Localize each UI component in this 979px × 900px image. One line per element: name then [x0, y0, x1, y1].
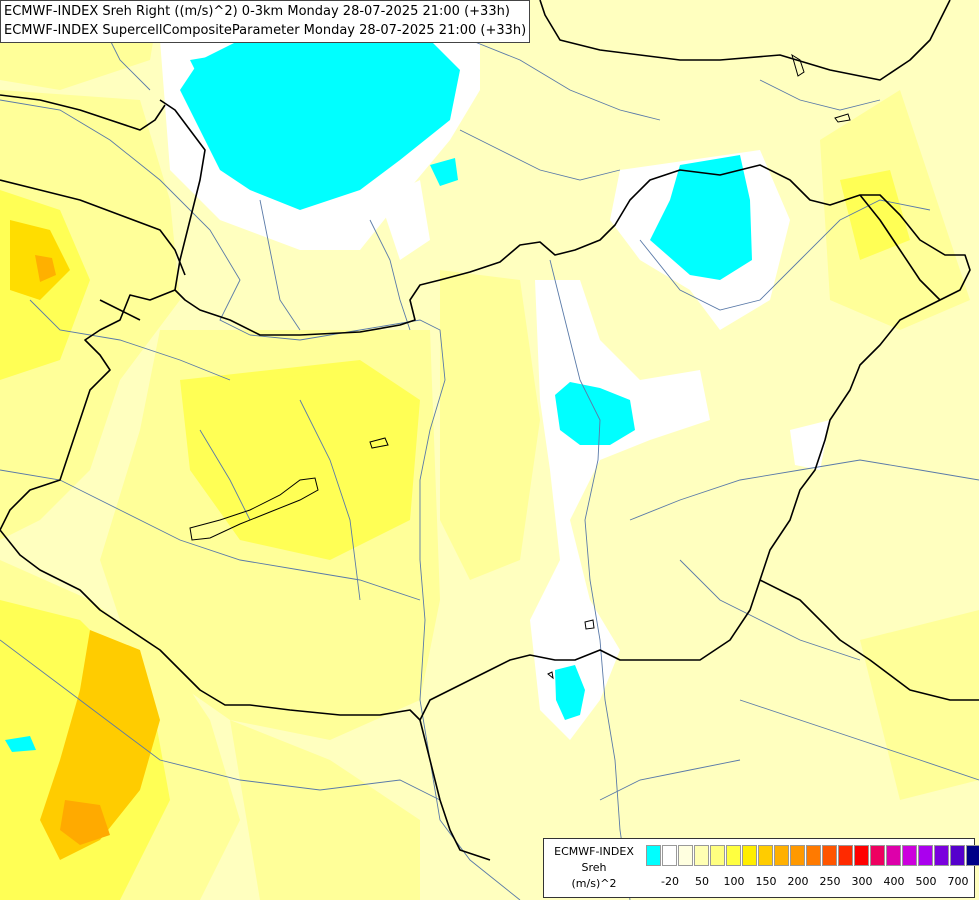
- country-borders: [0, 0, 979, 861]
- legend-tick-label: 700: [947, 875, 969, 888]
- lakes: [189, 53, 851, 680]
- title-line-scp: ECMWF-INDEX SupercellCompositeParameter …: [4, 23, 527, 38]
- color-legend: ECMWF-INDEX Sreh (m/s)^2 -20 50 100 150 200 2…: [543, 838, 979, 898]
- legend-unit: (m/s)^2: [571, 877, 617, 890]
- legend-swatch: [710, 845, 725, 866]
- legend-tick-label: 200: [787, 875, 809, 888]
- legend-swatch: [726, 845, 741, 866]
- rivers: [0, 19, 979, 900]
- legend-swatch: [854, 845, 869, 866]
- legend-ticks: -20 50 100 150 200 250 300 400 500 700: [646, 875, 976, 889]
- legend-swatch: [806, 845, 821, 866]
- legend-swatch: [870, 845, 885, 866]
- legend-swatch: [758, 845, 773, 866]
- title-line-sreh: ECMWF-INDEX Sreh Right ((m/s)^2) 0-3km M…: [4, 4, 510, 19]
- legend-swatch: [934, 845, 949, 866]
- legend-swatch: [902, 845, 917, 866]
- legend-swatch: [822, 845, 837, 866]
- legend-tick-label: 100: [723, 875, 745, 888]
- legend-swatch: [886, 845, 901, 866]
- legend-swatch: [662, 845, 677, 866]
- legend-swatch: [966, 845, 979, 866]
- legend-swatch: [838, 845, 853, 866]
- legend-tick-label: 50: [695, 875, 709, 888]
- legend-swatch: [950, 845, 965, 866]
- orange-zones: [10, 220, 160, 860]
- legend-tick-label: 400: [883, 875, 905, 888]
- legend-swatch: [918, 845, 933, 866]
- legend-parameter: Sreh: [581, 861, 607, 874]
- legend-tick-label: -20: [661, 875, 679, 888]
- legend-source: ECMWF-INDEX: [554, 845, 634, 858]
- legend-tick-label: 150: [755, 875, 777, 888]
- legend-tick-label: 250: [819, 875, 841, 888]
- legend-swatch: [646, 845, 661, 866]
- legend-swatch: [742, 845, 757, 866]
- legend-tick-label: 500: [915, 875, 937, 888]
- legend-swatch: [694, 845, 709, 866]
- legend-tick-label: 300: [851, 875, 873, 888]
- cyan-zones: [5, 20, 752, 752]
- legend-swatch: [790, 845, 805, 866]
- legend-swatch: [774, 845, 789, 866]
- legend-swatch: [678, 845, 693, 866]
- map-title-box: ECMWF-INDEX Sreh Right ((m/s)^2) 0-3km M…: [0, 0, 531, 43]
- legend-swatches: [646, 845, 979, 866]
